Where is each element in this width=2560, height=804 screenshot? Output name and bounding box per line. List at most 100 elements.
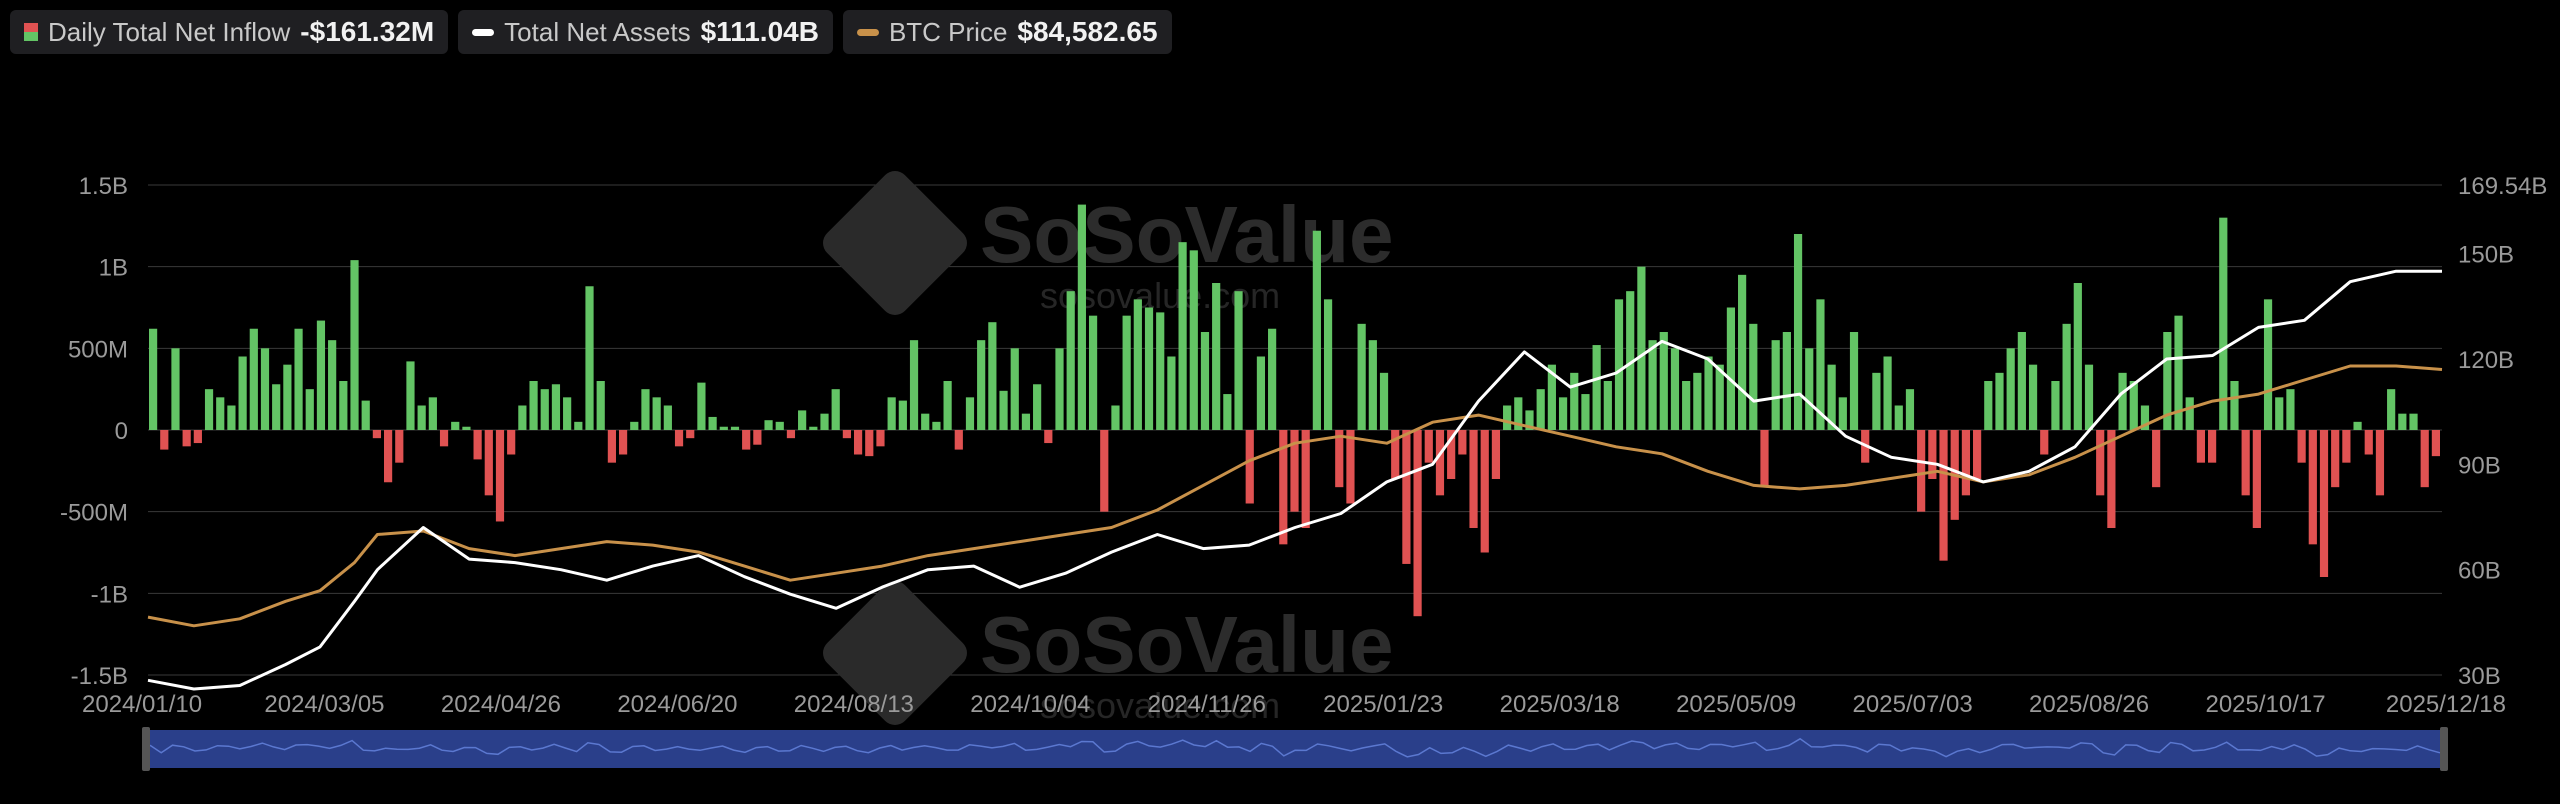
legend-assets-value: $111.04B bbox=[700, 16, 819, 47]
inflow-bar bbox=[1156, 312, 1165, 430]
inflow-bar bbox=[1021, 413, 1031, 430]
inflow-bar bbox=[2208, 430, 2217, 463]
inflow-bar bbox=[1413, 430, 1422, 617]
watermark-url: sosovalue.com bbox=[1040, 275, 1280, 316]
x-axis-tick: 2025/08/26 bbox=[2029, 691, 2149, 718]
inflow-bar bbox=[1626, 291, 1635, 430]
inflow-bar bbox=[216, 397, 225, 430]
legend-inflow-value: -$161.32M bbox=[300, 16, 435, 47]
inflow-bar bbox=[2107, 430, 2116, 528]
left-axis-tick: -1.5B bbox=[71, 663, 128, 690]
legend-item-btc-price[interactable]: BTC Price $84,582.65 bbox=[842, 10, 1172, 54]
x-axis-tick: 2025/03/18 bbox=[1500, 691, 1620, 718]
range-navigator[interactable] bbox=[142, 727, 2448, 771]
inflow-bar bbox=[1066, 291, 1075, 430]
inflow-bar bbox=[2375, 430, 2385, 496]
inflow-bar bbox=[730, 426, 740, 430]
inflow-bar bbox=[2163, 332, 2172, 430]
inflow-bar bbox=[1312, 230, 1321, 430]
inflow-bar bbox=[1715, 364, 1724, 430]
inflow-bar bbox=[2364, 430, 2373, 455]
inflow-bar bbox=[932, 421, 941, 430]
inflow-bar bbox=[618, 430, 628, 455]
inflow-bar bbox=[1547, 364, 1556, 430]
inflow-bar bbox=[1905, 389, 1915, 430]
navigator-sparkline bbox=[149, 737, 2441, 758]
inflow-bar bbox=[1491, 430, 1501, 479]
inflow-bar bbox=[2129, 381, 2138, 430]
inflow-bar bbox=[1268, 328, 1277, 430]
inflow-bar bbox=[909, 340, 919, 430]
inflow-bar bbox=[1558, 397, 1568, 430]
right-axis-tick: 90B bbox=[2458, 452, 2501, 479]
inflow-bar bbox=[439, 430, 449, 447]
inflow-bar bbox=[2028, 364, 2038, 430]
inflow-bar bbox=[316, 320, 326, 430]
inflow-bar bbox=[1581, 394, 1590, 430]
inflow-bar bbox=[1939, 430, 1948, 561]
inflow-bar bbox=[1189, 250, 1198, 430]
right-axis-labels: 169.54B 150B 120B 90B 60B 30B bbox=[2458, 173, 2547, 690]
inflow-bar bbox=[1973, 430, 1982, 479]
inflow-bar bbox=[2084, 364, 2094, 430]
left-axis-tick: -500M bbox=[60, 500, 128, 527]
inflow-bar bbox=[1603, 381, 1612, 430]
inflow-bar bbox=[1592, 345, 1601, 430]
btc-line-swatch bbox=[856, 28, 879, 36]
grid-lines bbox=[148, 184, 2442, 676]
legend-item-total-net-assets[interactable]: Total Net Assets $111.04B bbox=[458, 10, 833, 54]
inflow-bar bbox=[1659, 332, 1668, 430]
inflow-bar bbox=[272, 384, 281, 430]
right-axis-tick: 169.54B bbox=[2458, 173, 2547, 200]
inflow-bar bbox=[1357, 323, 1366, 430]
inflow-bar bbox=[2040, 430, 2049, 455]
inflow-bar bbox=[1838, 397, 1847, 430]
inflow-bar bbox=[1010, 348, 1019, 430]
inflow-bar bbox=[1391, 430, 1400, 479]
inflow-bar bbox=[853, 430, 863, 455]
inflow-bar bbox=[999, 390, 1008, 430]
inflow-bar bbox=[2297, 430, 2306, 463]
inflow-bar bbox=[1167, 356, 1176, 430]
inflow-bar bbox=[842, 430, 851, 439]
x-axis-tick: 2025/01/23 bbox=[1323, 691, 1443, 718]
inflow-bar bbox=[2409, 413, 2418, 430]
inflow-bar bbox=[238, 356, 247, 430]
inflow-bar bbox=[2342, 430, 2351, 463]
inflow-bar bbox=[260, 348, 270, 430]
inflow-bar bbox=[1894, 405, 1903, 430]
inflow-bar bbox=[1648, 340, 1657, 430]
x-axis-tick: 2025/05/09 bbox=[1676, 691, 1796, 718]
x-axis-tick: 2024/01/10 bbox=[82, 691, 202, 718]
inflow-bar bbox=[406, 361, 415, 430]
inflow-bar bbox=[1749, 323, 1758, 430]
inflow-bar bbox=[2431, 430, 2440, 457]
inflow-bar bbox=[1480, 430, 1489, 553]
navigator-left-handle[interactable] bbox=[142, 727, 150, 771]
inflow-bar bbox=[417, 405, 426, 430]
legend-inflow-label: Daily Total Net Inflow bbox=[48, 16, 291, 47]
inflow-bar bbox=[1883, 356, 1892, 430]
inflow-bar bbox=[2196, 430, 2206, 463]
inflow-bar bbox=[1614, 299, 1624, 430]
inflow-bar bbox=[1435, 430, 1445, 496]
inflow-bar bbox=[1055, 348, 1064, 430]
inflow-bar bbox=[2308, 430, 2317, 545]
x-axis-tick: 2025/07/03 bbox=[1853, 691, 1973, 718]
inflow-bar bbox=[775, 421, 784, 430]
inflow-bar bbox=[1245, 430, 1254, 504]
inflow-bar bbox=[328, 340, 337, 430]
left-axis-tick: 500M bbox=[68, 336, 128, 363]
watermark-text: SoSoValue bbox=[980, 190, 1393, 279]
inflow-bar bbox=[2140, 405, 2150, 430]
total-net-assets-line bbox=[147, 269, 2442, 691]
inflow-bar bbox=[2185, 397, 2194, 430]
navigator-right-handle[interactable] bbox=[2440, 727, 2448, 771]
inflow-bar bbox=[551, 384, 561, 430]
inflow-bar bbox=[663, 405, 672, 430]
inflow-bar bbox=[798, 410, 807, 430]
inflow-bar bbox=[1738, 274, 1747, 430]
inflow-bar bbox=[574, 421, 583, 430]
legend-item-daily-net-inflow[interactable]: Daily Total Net Inflow -$161.32M bbox=[10, 10, 449, 54]
inflow-bar bbox=[283, 364, 292, 430]
